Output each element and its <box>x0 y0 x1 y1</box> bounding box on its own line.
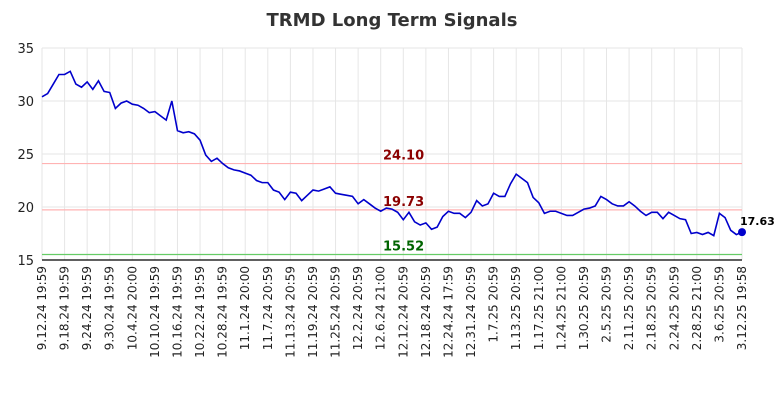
reference-label-upper: 24.10 <box>383 149 424 164</box>
y-tick-label: 25 <box>17 148 34 163</box>
x-tick-label: 11.13.24 20:59 <box>283 266 297 358</box>
x-tick-label: 12.24.24 17:59 <box>441 266 455 358</box>
last-value-marker <box>738 228 746 237</box>
x-tick-label: 9.24.24 19:59 <box>80 266 94 350</box>
x-tick-label: 2.24.25 20:59 <box>667 266 681 350</box>
x-tick-label: 9.12.24 19:59 <box>35 266 49 350</box>
x-tick-label: 3.12.25 19:58 <box>735 266 749 350</box>
y-tick-label: 15 <box>17 254 34 269</box>
x-tick-label: 1.30.25 20:59 <box>577 266 591 350</box>
last-value-label: 17.63 <box>740 215 775 228</box>
x-tick-label: 1.13.25 20:59 <box>509 266 523 350</box>
x-tick-label: 10.4.24 20:00 <box>125 266 139 350</box>
x-tick-label: 2.5.25 20:59 <box>600 266 614 343</box>
x-tick-label: 11.25.24 20:59 <box>329 266 343 358</box>
x-tick-label: 10.16.24 19:59 <box>170 266 184 358</box>
x-tick-label: 2.11.25 20:59 <box>622 266 636 350</box>
price-line <box>41 70 743 237</box>
x-tick-label: 10.10.24 19:59 <box>148 266 162 358</box>
x-tick-label: 3.6.25 20:59 <box>712 266 726 343</box>
x-tick-label: 1.17.25 21:00 <box>532 266 546 350</box>
y-tick-label: 35 <box>17 42 34 57</box>
x-tick-label: 12.6.24 21:00 <box>374 266 388 350</box>
x-tick-label: 12.12.24 20:59 <box>396 266 410 358</box>
chart-title: TRMD Long Term Signals <box>267 10 518 31</box>
x-tick-label: 1.24.25 21:00 <box>554 266 568 350</box>
reference-lines: 24.10 19.73 15.52 <box>42 149 742 256</box>
x-tick-label: 11.1.24 20:00 <box>238 266 252 350</box>
x-tick-label: 12.18.24 20:59 <box>419 266 433 358</box>
x-tick-label: 12.2.24 20:59 <box>351 266 365 350</box>
x-tick-label: 12.31.24 20:59 <box>464 266 478 358</box>
x-tick-label: 1.7.25 20:59 <box>487 266 501 343</box>
x-tick-label: 10.28.24 19:59 <box>216 266 230 358</box>
x-axis: 9.12.24 19:59 9.18.24 19:59 9.24.24 19:59 9… <box>35 266 749 358</box>
x-tick-label: 10.22.24 19:59 <box>193 266 207 358</box>
reference-label-middle: 19.73 <box>383 195 424 210</box>
x-tick-label: 9.30.24 19:59 <box>103 266 117 350</box>
reference-label-lower: 15.52 <box>383 239 424 254</box>
x-tick-label: 11.19.24 20:59 <box>306 266 320 358</box>
x-tick-label: 2.18.25 20:59 <box>645 266 659 350</box>
y-axis: 15 20 25 30 35 <box>17 42 34 269</box>
y-tick-label: 30 <box>17 95 34 110</box>
x-tick-label: 9.18.24 19:59 <box>58 266 72 350</box>
x-tick-label: 11.7.24 20:59 <box>261 266 275 350</box>
x-tick-label: 2.28.25 21:00 <box>690 266 704 350</box>
y-tick-label: 20 <box>17 201 34 216</box>
grid <box>41 47 743 261</box>
